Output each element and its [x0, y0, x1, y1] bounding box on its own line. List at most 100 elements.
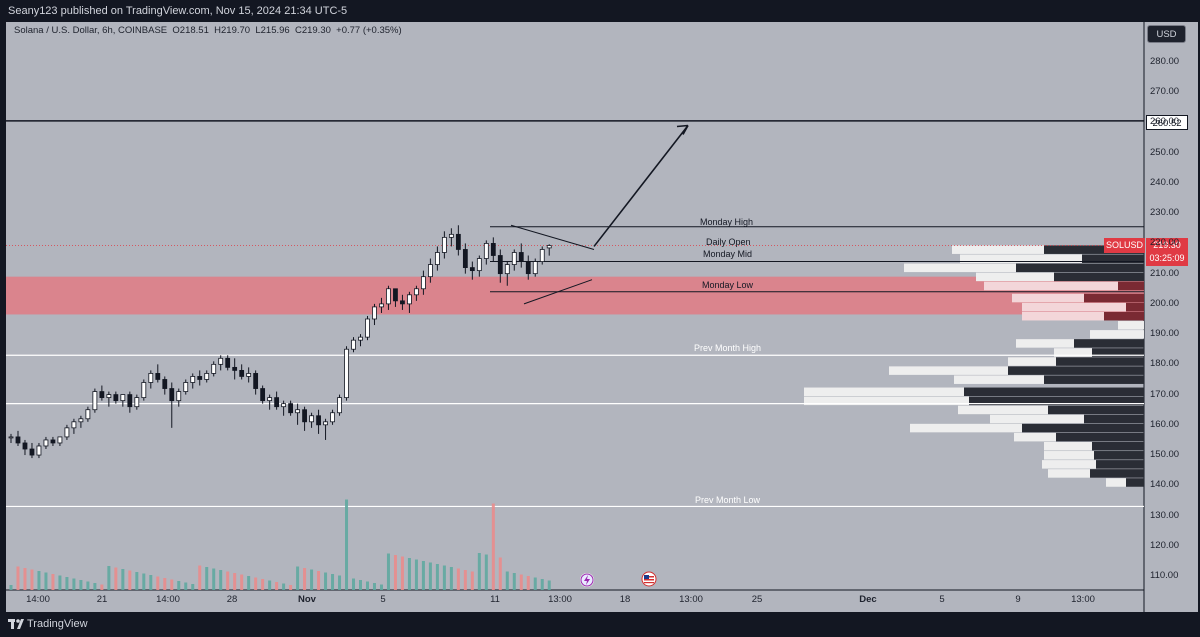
volume-bar — [435, 564, 439, 590]
support-zone — [6, 276, 1144, 315]
price-tick-label: 120.00 — [1150, 539, 1180, 551]
volume-profile-row-dark — [1126, 302, 1144, 312]
candle-body — [386, 288, 391, 305]
volume-bar — [386, 553, 390, 590]
monday-high-label: Monday High — [700, 217, 754, 227]
candle-body — [253, 373, 259, 389]
candle-body — [525, 261, 531, 275]
currency-button[interactable]: USD — [1147, 25, 1186, 43]
candle-body — [267, 397, 273, 402]
volume-bar — [191, 584, 195, 590]
candle-body — [379, 303, 384, 308]
volume-bar — [547, 580, 551, 590]
volume-profile-row-light — [1042, 460, 1096, 469]
target-price-tag: 260.52 — [1146, 115, 1188, 130]
candle-body — [260, 388, 266, 402]
lightning-event-icon[interactable] — [578, 571, 596, 589]
price-tick-label: 250.00 — [1150, 146, 1180, 158]
volume-profile-row-light — [960, 254, 1082, 264]
candle-body — [232, 366, 238, 371]
current-price-tag: 219.30 03:25:09 — [1146, 238, 1188, 266]
published-text: Seany123 published on TradingView.com, N… — [8, 5, 348, 17]
candle-body — [407, 294, 412, 305]
volume-bar — [100, 584, 104, 590]
legend-open: O218.51 — [172, 25, 209, 36]
volume-bar — [254, 577, 258, 590]
candle-body — [539, 249, 545, 262]
candle-body — [448, 233, 454, 238]
volume-bar — [484, 554, 488, 590]
volume-bar — [114, 567, 118, 590]
volume-bar — [400, 556, 404, 590]
candle-body — [462, 249, 468, 268]
candle-body — [225, 357, 231, 368]
candle-body — [57, 436, 63, 444]
candle-body — [148, 373, 154, 383]
price-tick-label: 280.00 — [1150, 56, 1180, 67]
candle-body — [323, 421, 328, 426]
price-tick-label: 130.00 — [1150, 509, 1180, 521]
volume-profile-row-dark — [964, 387, 1144, 397]
volume-bar — [338, 575, 342, 590]
volume-bar — [359, 580, 362, 590]
volume-profile-row-dark — [1092, 348, 1144, 357]
candle-body — [434, 252, 440, 265]
volume-bar — [393, 555, 397, 590]
candle-body — [169, 388, 175, 402]
price-chart[interactable] — [6, 22, 1198, 612]
daily-open-label: Daily Open — [706, 237, 751, 247]
us-flag-event-icon[interactable] — [641, 571, 657, 587]
legend-change: +0.77 (+0.35%) — [336, 25, 402, 36]
candle-body — [190, 376, 196, 383]
candle-body — [414, 288, 419, 296]
volume-bar — [198, 565, 202, 590]
price-tick-label: 170.00 — [1150, 388, 1180, 400]
volume-profile-row-light — [976, 272, 1054, 282]
volume-bar — [407, 558, 411, 590]
volume-bar — [540, 579, 544, 590]
volume-bar — [212, 568, 216, 590]
volume-bar — [86, 581, 90, 590]
volume-profile-row-dark — [1074, 339, 1144, 348]
volume-bar — [142, 573, 146, 590]
time-tick-label: 25 — [751, 594, 763, 605]
candle-body — [141, 382, 147, 399]
price-tick-label: 270.00 — [1150, 86, 1180, 98]
volume-bar — [470, 571, 474, 590]
volume-bar — [331, 574, 335, 590]
volume-bar — [324, 572, 328, 590]
volume-bar — [512, 573, 516, 590]
legend-close: C219.30 — [294, 25, 331, 36]
volume-profile-row-dark — [969, 396, 1144, 406]
volume-profile-row-dark — [1094, 451, 1144, 460]
candle-body — [43, 439, 49, 447]
volume-bar — [170, 579, 174, 590]
time-tick-label: 18 — [619, 594, 631, 605]
candle-body — [344, 348, 349, 399]
volume-profile-row-light — [889, 366, 1008, 375]
time-tick-label: 13:00 — [548, 594, 572, 605]
prev-month-high-label: Prev Month High — [694, 343, 762, 353]
volume-bar — [247, 576, 251, 590]
candle-body — [176, 391, 182, 402]
candle-body — [29, 448, 35, 456]
volume-bar — [135, 572, 139, 590]
volume-bar — [421, 561, 425, 590]
volume-profile-row-dark — [1084, 414, 1144, 424]
candle-body — [71, 421, 77, 429]
candle-body — [36, 445, 42, 456]
volume-bar — [449, 567, 453, 590]
volume-profile-row-light — [1008, 357, 1056, 366]
candle-body — [183, 382, 189, 392]
time-tick-label: 28 — [226, 594, 238, 605]
candle-body — [197, 376, 203, 380]
triangle-lower-line — [523, 279, 593, 305]
volume-bar — [310, 569, 314, 590]
time-tick-label: 5 — [939, 594, 945, 605]
tradingview-logo-icon — [8, 619, 24, 629]
candle-body — [78, 418, 84, 423]
candle-body — [337, 397, 342, 414]
volume-bar — [519, 574, 523, 590]
volume-profile-row-dark — [1084, 293, 1144, 303]
volume-bar — [233, 573, 237, 590]
